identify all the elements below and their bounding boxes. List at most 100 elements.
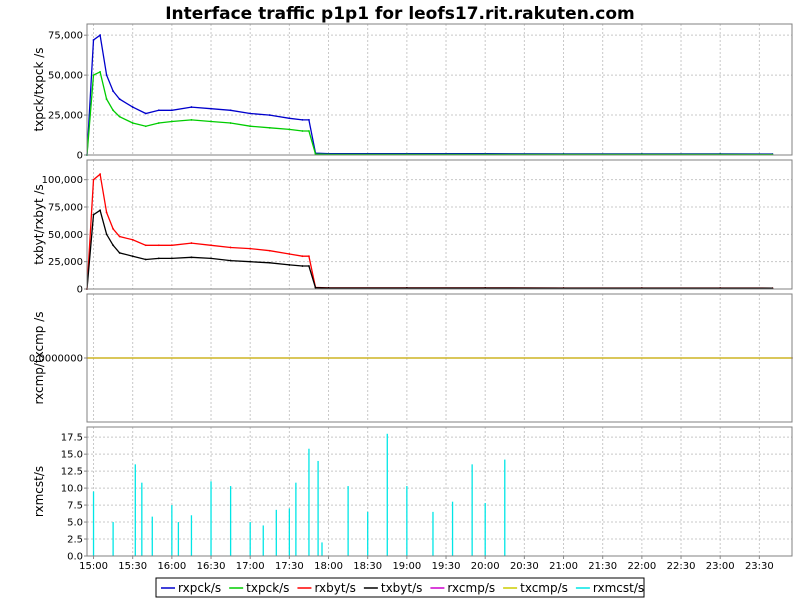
legend-item: rxmcst/s — [575, 581, 644, 595]
data-point-rxbyt — [249, 247, 252, 250]
data-point-txpck — [99, 71, 101, 73]
data-point-rxbyt — [118, 235, 121, 238]
x-tick-label: 18:30 — [353, 561, 382, 572]
data-point-rxbyt — [92, 178, 95, 181]
plot-area — [87, 160, 792, 289]
data-point-txpck — [229, 122, 232, 124]
legend-box — [155, 577, 645, 598]
x-tick-label: 22:00 — [627, 561, 656, 572]
legend-item: rxcmp/s — [430, 581, 495, 595]
data-point-rxbyt — [210, 244, 212, 247]
x-tick-label: 16:00 — [157, 561, 186, 572]
y-tick-label: 75,000 — [48, 31, 83, 42]
y-tick-label: 10.0 — [61, 484, 83, 495]
legend-item: txpck/s — [229, 581, 289, 595]
y-tick-label: 25,000 — [48, 111, 83, 122]
data-point-txpck — [314, 153, 317, 155]
data-point-txbyt — [112, 244, 115, 247]
x-tick-label: 21:30 — [588, 561, 617, 572]
data-point-txpck — [105, 98, 108, 100]
data-point-txbyt — [105, 233, 108, 236]
x-tick-label: 18:00 — [314, 561, 343, 572]
data-point-rxbyt — [288, 253, 291, 255]
data-point-rxpck — [268, 114, 271, 116]
data-point-txpck — [268, 126, 271, 129]
y-axis-label: txpck/txpck /s — [32, 47, 46, 131]
data-point-txbyt — [190, 256, 193, 259]
data-point-rxbyt — [170, 244, 173, 247]
y-tick-label: 50,000 — [48, 230, 83, 241]
chart-title: Interface traffic p1p1 for leofs17.rit.r… — [165, 4, 635, 24]
data-point-rxpck — [301, 118, 304, 121]
data-point-txbyt — [92, 213, 95, 216]
y-axis-label: rxcmp/txcmp /s — [32, 311, 46, 404]
legend-item: txcmp/s — [503, 581, 568, 595]
data-point-rxpck — [99, 34, 101, 37]
x-tick-label: 20:00 — [471, 561, 500, 572]
data-point-txbyt — [484, 287, 487, 289]
y-tick-label: 0 — [77, 285, 83, 296]
data-point-rxpck — [288, 117, 291, 120]
data-point-txbyt — [314, 286, 317, 289]
data-point-txpck — [92, 74, 95, 77]
legend-label: txpck/s — [246, 581, 289, 595]
x-tick-label: 15:30 — [118, 561, 147, 572]
data-point-rxpck — [112, 90, 115, 92]
data-point-rxpck — [308, 118, 310, 121]
y-tick-label: 0.0 — [67, 552, 83, 563]
data-point-txpck — [190, 118, 193, 121]
x-tick-label: 16:30 — [197, 561, 226, 572]
series-line-txbyt — [86, 209, 773, 290]
data-point-txbyt — [118, 252, 121, 254]
legend-label: rxpck/s — [178, 581, 221, 595]
y-axis-label: rxmcst/s — [32, 466, 46, 517]
data-point-rxpck — [249, 112, 252, 115]
data-point-rxbyt — [301, 255, 304, 258]
data-point-txbyt — [308, 265, 310, 267]
y-tick-label: 15.0 — [61, 450, 83, 461]
data-point-rxpck — [229, 109, 232, 112]
legend-label: rxcmp/s — [447, 581, 495, 595]
data-point-txpck — [144, 125, 147, 128]
data-point-txbyt — [210, 257, 212, 260]
data-point-txbyt — [288, 264, 291, 266]
data-point-rxpck — [210, 107, 212, 110]
y-tick-label: 12.5 — [61, 467, 83, 478]
y-tick-label: 50,000 — [48, 71, 83, 82]
y-tick-label: 25,000 — [48, 257, 83, 268]
x-tick-label: 22:30 — [667, 561, 696, 572]
x-tick-label: 20:30 — [510, 561, 539, 572]
y-tick-label: 7.5 — [67, 501, 83, 512]
data-point-txpck — [308, 130, 310, 132]
x-tick-label: 17:30 — [275, 561, 304, 572]
plot-border — [86, 159, 793, 290]
data-point-rxpck — [190, 106, 193, 108]
y-tick-label: 0.0000000 — [29, 354, 83, 365]
series-line-rxpck — [86, 34, 773, 156]
legend: rxpck/s txpck/s rxbyt/s txbyt/s rxcmp/s txcmp… — [155, 577, 645, 598]
x-tick-label: 17:00 — [236, 561, 265, 572]
series-line-txpck — [86, 70, 773, 156]
panel-4: 0.0 2.5 5.0 7.5 10.0 12.5 15.0 17.5 rxmcst/s — [32, 426, 793, 563]
data-point-rxpck — [118, 98, 121, 100]
data-point-rxbyt — [144, 244, 147, 247]
data-point-txbyt — [405, 287, 408, 289]
data-point-rxpck — [157, 109, 160, 112]
y-tick-label: 5.0 — [67, 518, 83, 529]
data-point-txbyt — [327, 287, 330, 289]
legend-label: rxbyt/s — [314, 581, 355, 595]
data-point-rxbyt — [268, 249, 271, 252]
data-point-rxbyt — [308, 255, 310, 258]
data-point-rxpck — [170, 109, 173, 112]
y-tick-label: 0 — [77, 151, 83, 162]
data-point-txbyt — [229, 259, 232, 262]
data-point-txpck — [118, 115, 121, 118]
y-tick-label: 2.5 — [67, 535, 83, 546]
data-point-txpck — [170, 120, 173, 123]
data-point-rxpck — [144, 112, 147, 115]
data-point-rxpck — [92, 39, 95, 41]
